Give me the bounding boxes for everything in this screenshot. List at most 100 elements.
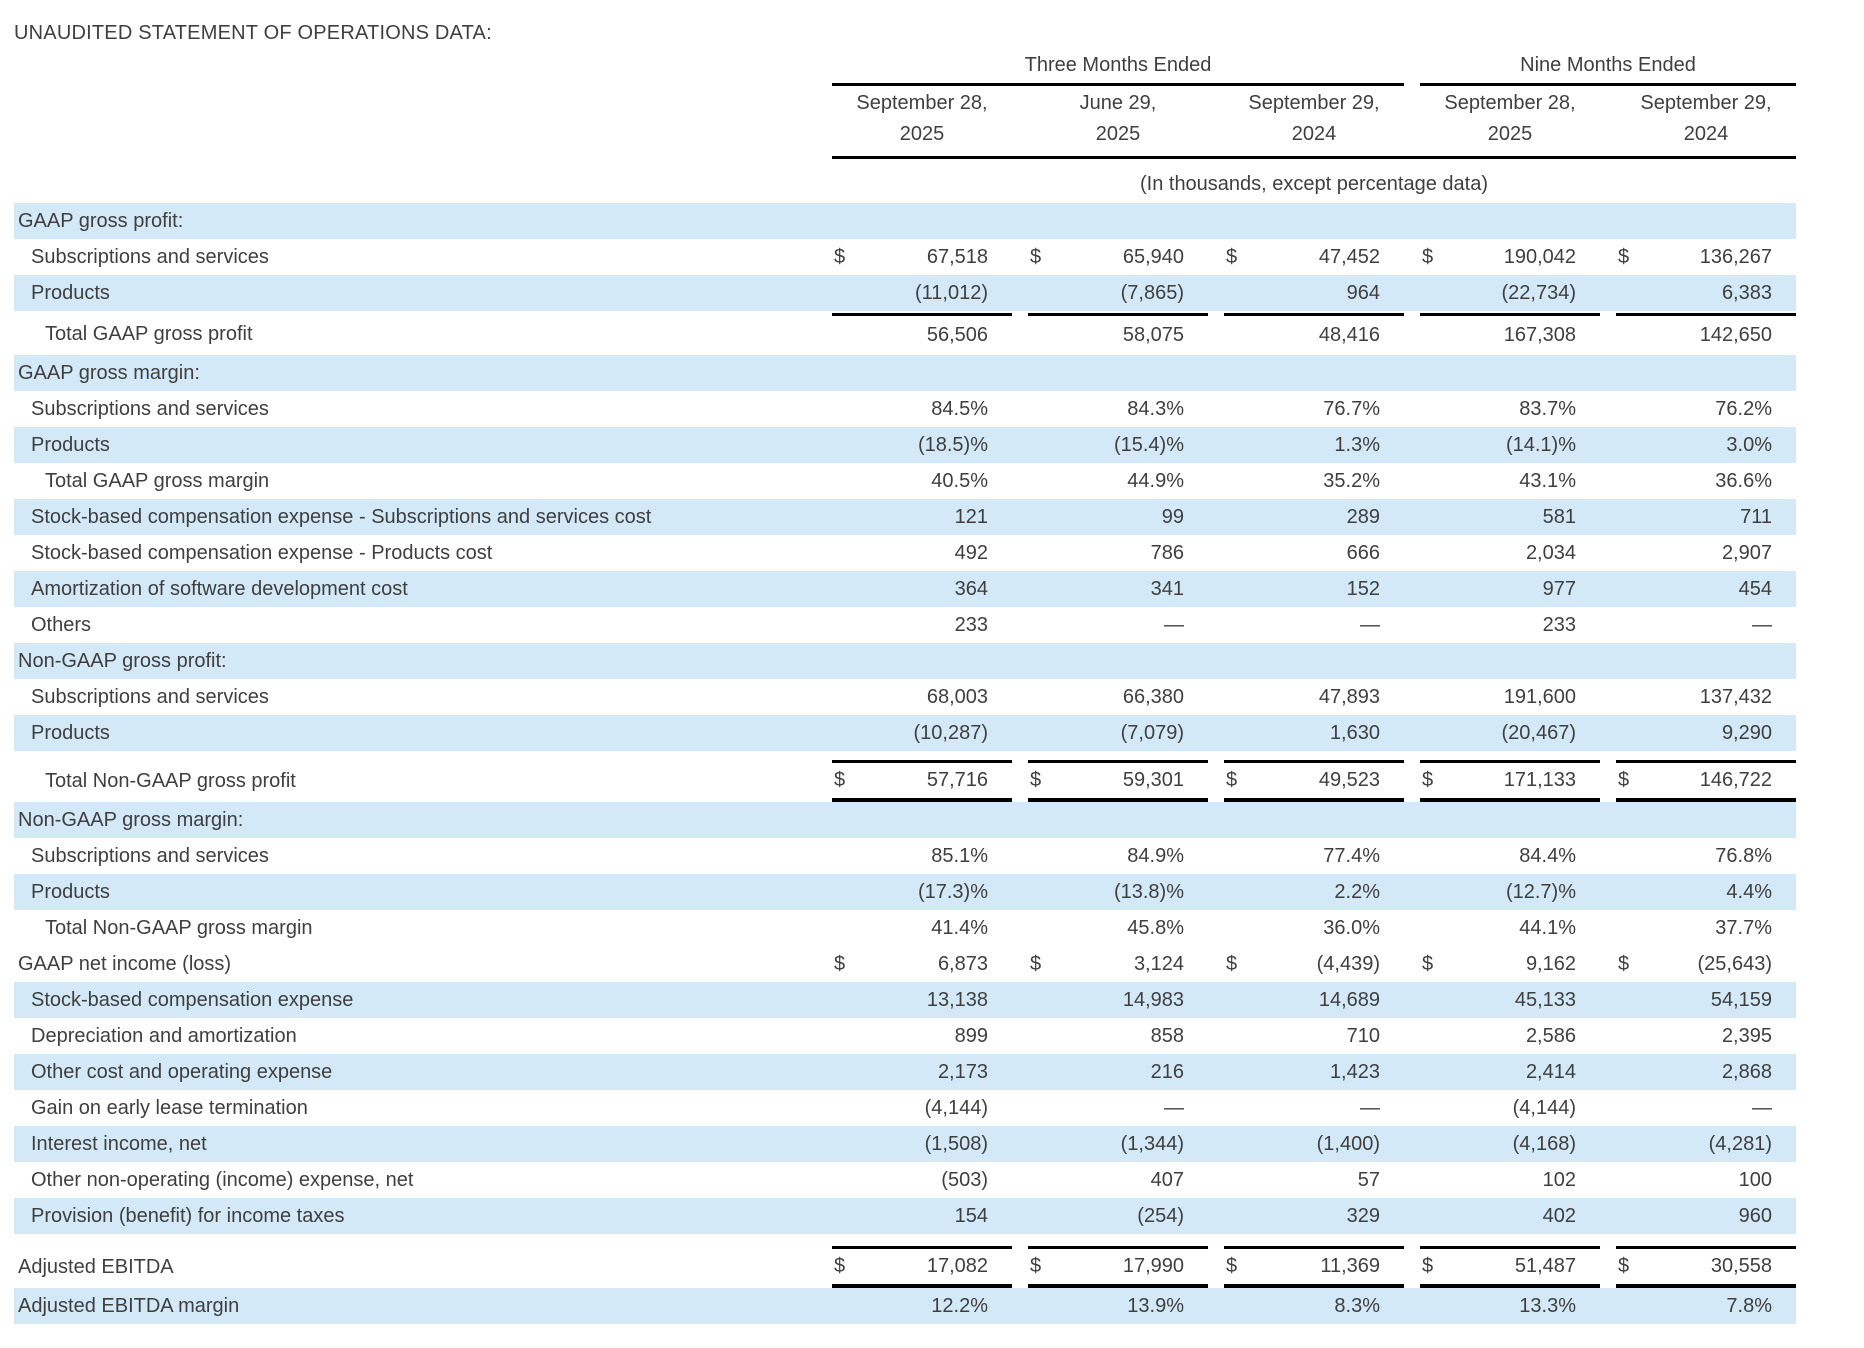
cell-value: 216 — [1150, 1060, 1184, 1083]
cell-value: 167,308 — [1503, 324, 1576, 346]
cell-value: 36.0% — [1323, 916, 1380, 939]
cell-value: 57 — [1357, 1168, 1380, 1191]
row-label: Adjusted EBITDA — [18, 1255, 174, 1278]
value-cell: 14,689 — [1224, 982, 1404, 1018]
cell-value: 6,383 — [1721, 281, 1772, 304]
value-cell: (13.8)% — [1028, 874, 1208, 910]
row-label: Products — [31, 880, 110, 903]
date-line2: 2024 — [1291, 123, 1337, 145]
date-line2: 2024 — [1683, 123, 1729, 145]
cell-value: 100 — [1738, 1168, 1772, 1191]
cell-value: 786 — [1150, 541, 1184, 564]
cell-value: (4,281) — [1708, 1132, 1772, 1155]
cell-value: 233 — [1542, 613, 1576, 636]
cell-value: 960 — [1738, 1204, 1772, 1227]
table-row: Depreciation and amortization 899 858 710 2,… — [14, 1018, 1796, 1054]
row-label: Stock-based compensation expense - Produ… — [31, 541, 493, 564]
value-cell: — — [1616, 607, 1796, 643]
cell-value: 233 — [954, 613, 988, 636]
value-cell: (503) — [832, 1162, 1012, 1198]
value-cell: (4,281) — [1616, 1126, 1796, 1162]
cell-value: 289 — [1346, 505, 1380, 528]
date-line1: September 29, — [1248, 92, 1380, 114]
value-cell — [1224, 355, 1404, 391]
cell-value: 364 — [954, 577, 988, 600]
dollar-sign: $ — [1226, 952, 1238, 975]
row-label: Total Non-GAAP gross margin — [45, 916, 313, 939]
value-cell: (4,168) — [1420, 1126, 1600, 1162]
row-label: Non-GAAP gross margin: — [18, 808, 244, 831]
value-cell: 2,395 — [1616, 1018, 1796, 1054]
value-cell: (17.3)% — [832, 874, 1012, 910]
table-row: Subscriptions and services 85.1% 84.9% 77.4… — [14, 838, 1796, 874]
value-cell: 142,650 — [1616, 313, 1796, 355]
value-cell — [1224, 203, 1404, 239]
value-cell: 48,416 — [1224, 313, 1404, 355]
value-cell — [1616, 802, 1796, 838]
table-row: Total GAAP gross profit 56,506 58,075 48,41… — [14, 313, 1796, 355]
value-cell: (12.7)% — [1420, 874, 1600, 910]
value-cell: (4,144) — [832, 1090, 1012, 1126]
value-cell: 666 — [1224, 535, 1404, 571]
cell-value: 76.7% — [1323, 397, 1380, 420]
cell-value: 137,432 — [1699, 685, 1772, 708]
value-cell: $11,369 — [1224, 1246, 1404, 1288]
value-cell: — — [1616, 1090, 1796, 1126]
value-cell — [1028, 802, 1208, 838]
cell-value: 41.4% — [931, 916, 988, 939]
row-label: Products — [31, 721, 110, 744]
value-cell: 964 — [1224, 275, 1404, 311]
row-label: GAAP gross profit: — [18, 209, 184, 232]
cell-value: 44.1% — [1519, 916, 1576, 939]
value-cell — [1420, 802, 1600, 838]
row-label: Depreciation and amortization — [31, 1024, 297, 1047]
value-cell — [1224, 802, 1404, 838]
value-cell: 1.3% — [1224, 427, 1404, 463]
cell-value: 76.8% — [1715, 844, 1772, 867]
value-cell: $6,873 — [832, 946, 1012, 982]
row-label: GAAP net income (loss) — [18, 952, 232, 975]
cell-value: (13.8)% — [1113, 880, 1184, 903]
table-row: Products (18.5)% (15.4)% 1.3% (14.1)% 3.0% — [14, 427, 1796, 463]
cell-value: 59,301 — [1122, 769, 1184, 791]
dollar-sign: $ — [1422, 1255, 1434, 1277]
cell-value: (25,643) — [1697, 952, 1773, 975]
value-cell — [832, 355, 1012, 391]
value-cell: 57 — [1224, 1162, 1404, 1198]
dollar-sign: $ — [1422, 952, 1434, 975]
value-cell: 977 — [1420, 571, 1600, 607]
cell-value: — — [1752, 613, 1772, 636]
cell-value: (7,079) — [1120, 721, 1184, 744]
value-cell: 76.2% — [1616, 391, 1796, 427]
dollar-sign: $ — [1618, 1255, 1630, 1277]
value-cell: 137,432 — [1616, 679, 1796, 715]
date-line2: 2025 — [1487, 123, 1533, 145]
row-label: Provision (benefit) for income taxes — [31, 1204, 345, 1227]
dollar-sign: $ — [1226, 1255, 1238, 1277]
cell-value: 454 — [1738, 577, 1772, 600]
cell-value: — — [1360, 1096, 1380, 1119]
cell-value: 84.9% — [1127, 844, 1184, 867]
value-cell: 7.8% — [1616, 1288, 1796, 1324]
units-note: (In thousands, except percentage data) — [1139, 173, 1488, 195]
row-label: Others — [31, 613, 92, 636]
row-label: Subscriptions and services — [31, 685, 269, 708]
value-cell — [1224, 643, 1404, 679]
table-row: Others 233 — — 233 — — [14, 607, 1796, 643]
cell-value: 13.3% — [1519, 1294, 1576, 1317]
cell-value: 48,416 — [1318, 324, 1380, 346]
cell-value: 14,689 — [1318, 988, 1380, 1011]
value-cell: 2,034 — [1420, 535, 1600, 571]
cell-value: 964 — [1346, 281, 1380, 304]
dollar-sign: $ — [1618, 952, 1630, 975]
row-label: Total GAAP gross margin — [45, 469, 270, 492]
value-cell — [832, 643, 1012, 679]
value-cell: 84.9% — [1028, 838, 1208, 874]
cell-value: 152 — [1346, 577, 1380, 600]
cell-value: 1,423 — [1329, 1060, 1380, 1083]
cell-value: 146,722 — [1699, 769, 1772, 791]
section-header-row: GAAP gross margin: — [14, 355, 1796, 391]
value-cell: 8.3% — [1224, 1288, 1404, 1324]
cell-value: (22,734) — [1501, 281, 1577, 304]
dollar-sign: $ — [1618, 245, 1630, 268]
